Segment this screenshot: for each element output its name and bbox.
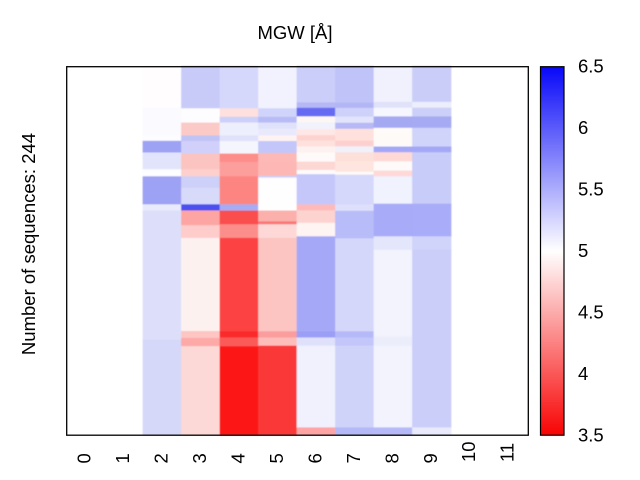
svg-text:3: 3 bbox=[189, 453, 210, 463]
svg-text:2: 2 bbox=[151, 453, 172, 463]
svg-text:6.5: 6.5 bbox=[578, 56, 604, 77]
svg-text:10: 10 bbox=[458, 441, 479, 462]
svg-text:11: 11 bbox=[496, 443, 517, 462]
svg-text:5: 5 bbox=[266, 453, 287, 463]
svg-text:4: 4 bbox=[228, 453, 249, 463]
svg-text:6: 6 bbox=[578, 117, 588, 138]
svg-text:6: 6 bbox=[305, 453, 326, 463]
svg-text:3.5: 3.5 bbox=[578, 425, 604, 446]
svg-text:5.5: 5.5 bbox=[578, 179, 604, 200]
svg-text:4: 4 bbox=[578, 363, 588, 384]
svg-text:4.5: 4.5 bbox=[578, 302, 604, 323]
svg-text:5: 5 bbox=[578, 240, 588, 261]
svg-text:MGW [Å]: MGW [Å] bbox=[257, 22, 332, 43]
svg-text:1: 1 bbox=[112, 453, 133, 463]
svg-text:8: 8 bbox=[382, 453, 403, 463]
svg-text:0: 0 bbox=[74, 453, 95, 463]
svg-text:Number of sequences: 244: Number of sequences: 244 bbox=[18, 133, 39, 355]
svg-text:7: 7 bbox=[343, 453, 364, 463]
svg-text:9: 9 bbox=[420, 453, 441, 463]
